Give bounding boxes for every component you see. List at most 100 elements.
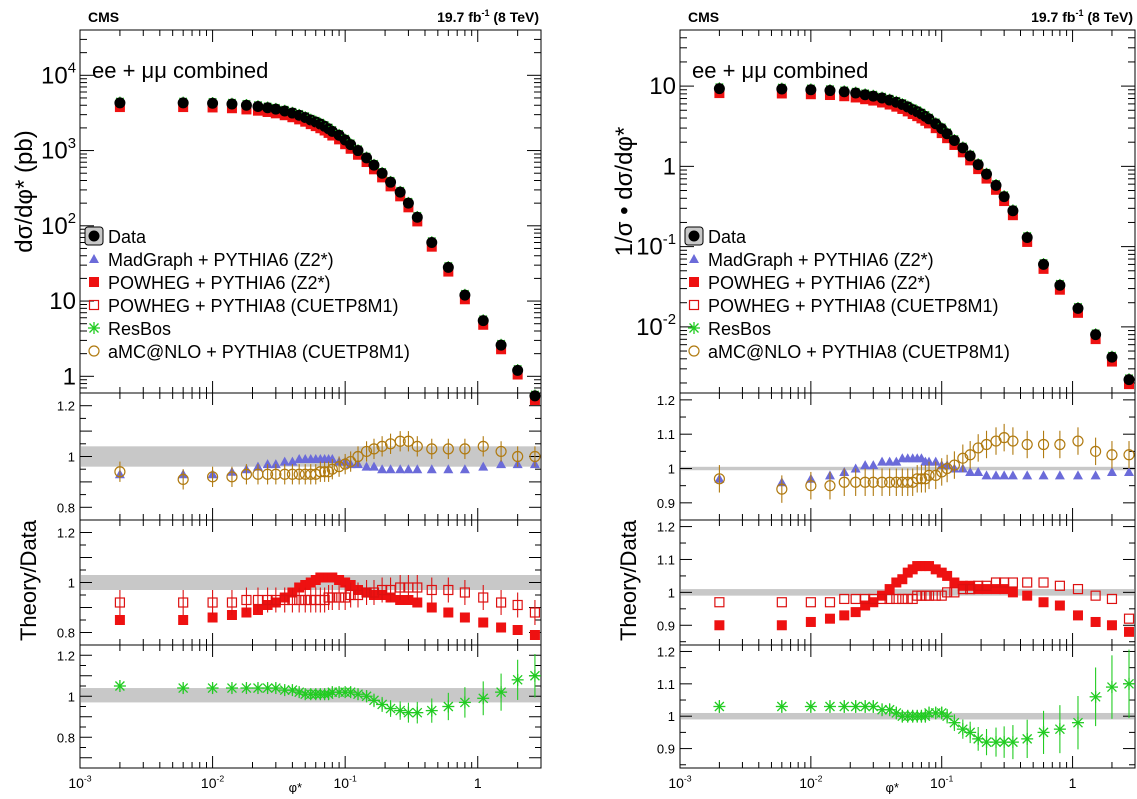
open-circle-marker [352, 450, 364, 463]
square-marker [824, 613, 835, 624]
star-stroke [965, 727, 976, 738]
square-marker [1007, 587, 1018, 598]
star-stroke [287, 685, 298, 696]
open-circle-marker [240, 468, 253, 480]
star-stroke [207, 683, 218, 694]
square-marker [957, 580, 968, 591]
open-circle-marker [980, 438, 993, 451]
legend-label: POWHEG + PYTHIA6 (Z2*) [708, 273, 931, 293]
open-square-marker [495, 597, 507, 608]
tick-label-exponent: -1 [663, 232, 676, 248]
ratio-y-tick-label: 0.8 [57, 626, 75, 641]
data-marker [226, 98, 238, 110]
star-stroke [891, 708, 902, 718]
star-stroke [369, 695, 379, 706]
luminosity-exponent: -1 [1075, 8, 1083, 18]
ratio-y-tick-label: 1 [68, 576, 75, 591]
square-marker [689, 277, 699, 287]
triangle-marker [877, 456, 888, 466]
tick-label-base: 10 [41, 138, 68, 165]
data-marker [177, 97, 189, 109]
data-marker [88, 230, 100, 242]
x-tick-label: 10-3 [68, 774, 91, 791]
ratio-y-tick-label: 1 [668, 462, 675, 477]
triangle-marker [262, 459, 273, 469]
open-square-marker [395, 582, 406, 593]
square-marker [1022, 590, 1033, 601]
open-square-marker [368, 587, 380, 598]
open-circle-marker [713, 473, 725, 485]
star-stroke [877, 704, 888, 715]
open-square-marker [884, 593, 895, 605]
open-square-marker [942, 587, 953, 598]
open-circle-marker [529, 450, 541, 463]
open-circle-marker [957, 452, 969, 464]
series-circle-open [114, 431, 541, 490]
data-marker [1090, 329, 1102, 341]
star-stroke [270, 683, 281, 694]
legend-label: MadGraph + PYTHIA6 (Z2*) [108, 250, 334, 270]
y-axis-label-top: 1/σ • dσ/dφ* [611, 127, 638, 257]
square-marker [942, 570, 953, 581]
square-marker [1038, 597, 1049, 608]
legend: Data MadGraph + PYTHIA6 (Z2*) POWHEG + PYT… [684, 226, 1010, 362]
luminosity-text: (8 TeV) [1083, 9, 1133, 25]
open-circle-marker [867, 476, 879, 488]
data-marker [859, 89, 871, 101]
ratio-panel-2: 0.9 1 1.1 1.2 [657, 519, 1136, 646]
open-circle-marker [293, 468, 305, 480]
legend-label: aMC@NLO + PYTHIA8 (CUETP8M1) [108, 342, 410, 362]
open-circle-marker [459, 443, 471, 455]
legend-label: POWHEG + PYTHIA6 (Z2*) [108, 273, 331, 293]
open-circle-marker [368, 443, 380, 455]
open-circle-marker [114, 466, 126, 478]
star-stroke [936, 708, 947, 718]
open-circle-marker [930, 469, 942, 481]
star-stroke [1090, 691, 1101, 702]
star-stroke [241, 683, 252, 694]
data-marker [442, 261, 454, 273]
open-circle-marker [512, 450, 524, 463]
data-marker [345, 139, 357, 151]
y-tick-label: 10 [49, 288, 76, 315]
star-stroke [529, 670, 540, 681]
x-tick-label: 10-2 [799, 774, 822, 791]
data-marker [948, 134, 960, 146]
open-square-marker [897, 593, 908, 605]
star-stroke [443, 701, 454, 712]
star-stroke [226, 683, 237, 694]
tick-label-base: 1 [1069, 775, 1077, 791]
y-tick-label: 104 [41, 61, 76, 90]
star-stroke [805, 701, 816, 712]
ratio-y-tick-label: 1.2 [57, 526, 75, 541]
star-stroke [1124, 678, 1134, 689]
open-circle-marker [838, 476, 850, 488]
square-marker [340, 577, 351, 588]
ratio-y-tick-label: 1 [68, 689, 75, 704]
open-circle-marker [1021, 438, 1033, 451]
triangle-marker [361, 461, 372, 471]
open-square-marker [957, 583, 968, 595]
open-circle-marker [948, 459, 960, 471]
triangle-marker [999, 470, 1010, 480]
square-marker [868, 597, 879, 608]
y-tick-label: 10-1 [636, 232, 676, 261]
data-marker [114, 97, 126, 109]
data-marker [385, 176, 397, 188]
x-tick-label: 10-1 [334, 774, 357, 791]
open-square-marker [688, 299, 700, 311]
data-marker [972, 159, 984, 171]
data-marker [529, 390, 541, 402]
data-marker [1106, 351, 1118, 363]
open-square-marker [426, 584, 437, 596]
star-stroke [345, 687, 356, 698]
tick-label-base: 10 [636, 234, 663, 261]
open-square-marker [1054, 580, 1065, 591]
tick-label-base: 1 [474, 775, 482, 791]
x-axis-label: φ* [885, 780, 899, 794]
ratio-panel-3: 0.9 1 1.1 1.2 [657, 644, 1136, 769]
square-marker [1090, 616, 1101, 627]
open-square-marker [850, 593, 861, 605]
star-stroke [868, 701, 879, 712]
